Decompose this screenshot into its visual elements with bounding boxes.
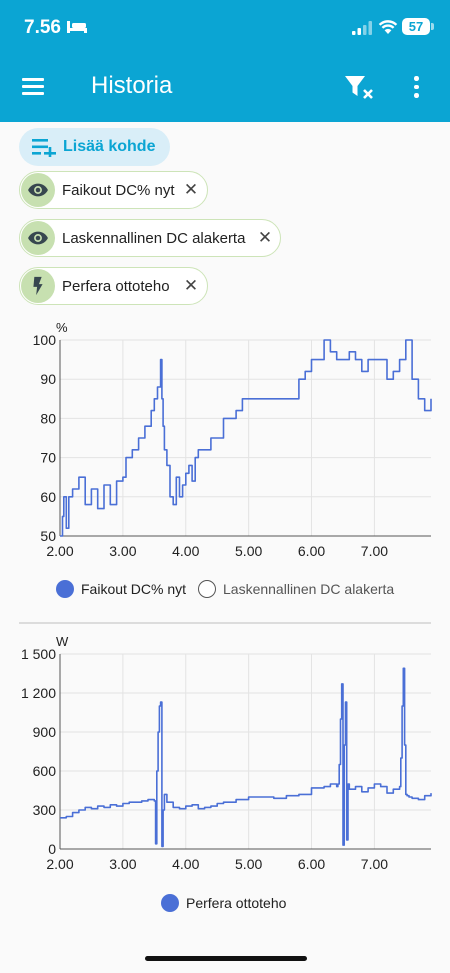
clear-filter-button[interactable] [342,72,376,102]
x-tick-label: 2.00 [46,856,73,870]
entity-chip-faikout: Faikout DC% nyt ✕ [19,171,208,209]
x-tick-label: 5.00 [235,543,262,559]
series-line [60,339,432,537]
chip-icon [21,221,55,255]
series-line [60,667,432,848]
entity-chip-laskennallinen: Laskennallinen DC alakerta ✕ [19,219,281,257]
x-tick-label: 6.00 [298,543,325,559]
menu-icon-bar [22,92,44,95]
legend-dot-filled [56,580,74,598]
playlist-add-icon [32,139,56,157]
chip-label: Faikout DC% nyt [62,182,175,199]
more-options-button[interactable] [405,74,427,100]
eye-icon [28,231,48,245]
y-tick-label: 900 [33,724,57,740]
wifi-icon [378,20,398,34]
x-tick-label: 3.00 [109,543,136,559]
y-tick-label: 1 500 [21,646,56,662]
remove-chip-button[interactable]: ✕ [183,180,199,199]
chart-divider [19,622,431,624]
x-tick-label: 4.00 [172,856,199,870]
legend-label: Perfera ottoteho [186,895,287,911]
remove-chip-button[interactable]: ✕ [183,276,199,295]
unit-label: W [56,634,69,649]
y-tick-label: 1 200 [21,685,56,701]
x-tick-label: 7.00 [361,543,388,559]
add-target-label: Lisää kohde [63,138,156,155]
menu-button[interactable] [20,72,48,100]
x-tick-label: 6.00 [298,856,325,870]
status-bar: 7.56 57 [0,0,450,54]
menu-icon [22,78,44,81]
x-tick-label: 5.00 [235,856,262,870]
legend-label: Laskennallinen DC alakerta [223,581,395,597]
eye-icon [28,183,48,197]
x-tick-label: 7.00 [361,856,388,870]
remove-chip-button[interactable]: ✕ [257,228,273,247]
y-tick-label: 80 [40,410,56,426]
chip-label: Perfera ottoteho [62,278,170,295]
filter-remove-icon [345,76,373,99]
x-tick-label: 2.00 [46,543,73,559]
y-tick-label: 600 [33,763,57,779]
y-tick-label: 0 [48,841,56,857]
status-time: 7.56 [24,17,61,38]
power-chart: 0 300 600 900 1 200 1 500 2.00 3.00 4.00 5.00 6.00… [21,634,432,870]
app-bar: 7.56 57 Historia [0,0,450,122]
home-indicator [145,956,307,961]
add-target-button[interactable]: Lisää kohde [19,128,170,166]
unit-label: % [56,320,68,335]
legend-dot-filled [161,894,179,912]
flash-icon [33,276,43,296]
x-tick-label: 4.00 [172,543,199,559]
more-vert-dot [414,93,419,98]
chip-icon [21,173,55,207]
battery-tip [431,23,434,30]
menu-icon-bar [22,85,44,88]
battery-level: 57 [402,18,430,35]
y-tick-label: 50 [40,528,56,544]
y-tick-label: 100 [33,332,57,348]
dc-percent-chart: 50 60 70 80 90 100 2.00 3.00 4.00 5.00 6.00 7.00% [33,320,432,559]
legend-label: Faikout DC% nyt [81,581,187,597]
entity-chip-perfera: Perfera ottoteho ✕ [19,267,208,305]
y-tick-label: 70 [40,450,56,466]
legend-dot-hollow [198,580,216,598]
y-tick-label: 300 [33,802,57,818]
bed-icon [67,21,87,33]
x-tick-label: 3.00 [109,856,136,870]
y-tick-label: 90 [40,371,56,387]
cellular-signal-icon [352,21,372,35]
page-title: Historia [91,72,173,99]
y-tick-label: 60 [40,489,56,505]
chip-label: Laskennallinen DC alakerta [62,230,246,247]
more-vert-icon [414,76,419,81]
chip-icon [21,269,55,303]
more-vert-dot [414,84,419,89]
